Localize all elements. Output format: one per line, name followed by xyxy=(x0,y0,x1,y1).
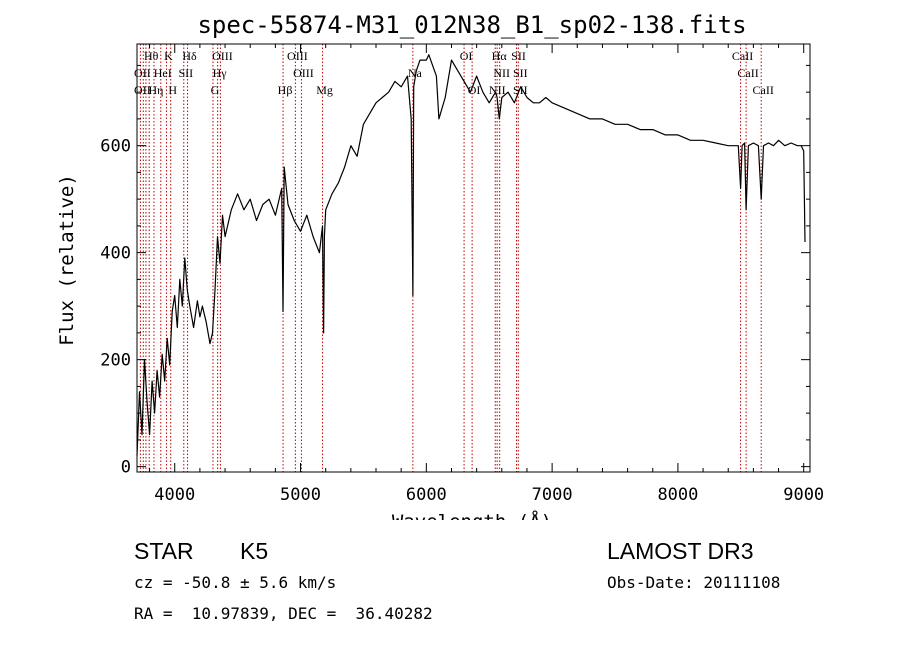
line-label: CaII xyxy=(753,83,774,97)
line-label: Hβ xyxy=(278,83,293,97)
line-label: Hδ xyxy=(182,49,197,63)
line-label: OI xyxy=(468,83,481,97)
object-subclass: K5 xyxy=(240,538,269,564)
x-tick-label: 9000 xyxy=(783,485,824,505)
x-tick-label: 7000 xyxy=(532,485,573,505)
line-label: OI xyxy=(460,49,473,63)
plot-frame xyxy=(136,43,811,473)
object-type: STAR xyxy=(134,538,194,564)
coordinates-readout: RA = 10.97839, DEC = 36.40282 xyxy=(134,604,433,623)
line-label: OIII xyxy=(212,49,233,63)
x-axis-label: Wavelength (Å) xyxy=(392,510,552,520)
line-label: Hη xyxy=(149,83,164,97)
line-label: SII xyxy=(513,66,528,80)
x-tick-label: 4000 xyxy=(154,485,195,505)
line-label: CaII xyxy=(732,49,753,63)
line-label: Na xyxy=(408,66,423,80)
line-label: OII xyxy=(134,83,151,97)
spectrum-series-line xyxy=(136,54,806,456)
x-tick-label: 5000 xyxy=(280,485,321,505)
line-label: CaII xyxy=(737,66,758,80)
y-tick-label: 400 xyxy=(100,244,131,264)
survey-name: LAMOST DR3 xyxy=(607,538,754,564)
line-label: Mg xyxy=(316,83,333,97)
line-label: K xyxy=(164,49,173,63)
y-tick-label: 600 xyxy=(100,137,131,157)
line-label: SII xyxy=(178,66,193,80)
line-label: OIII xyxy=(293,66,314,80)
emission-line-markers xyxy=(139,44,762,472)
line-label: OII xyxy=(134,66,151,80)
line-label: G xyxy=(211,83,220,97)
spectrum-chart: spec-55874-M31_012N38_B1_sp02-138.fits H… xyxy=(56,11,824,520)
line-label: NII xyxy=(489,83,506,97)
y-axis-label: Flux (relative) xyxy=(56,174,78,346)
chart-title: spec-55874-M31_012N38_B1_sp02-138.fits xyxy=(197,11,746,39)
line-label: Hα xyxy=(492,49,508,63)
line-label: Hγ xyxy=(213,66,228,80)
y-axis: 0 200 400 600 xyxy=(100,64,810,478)
line-label: HeI xyxy=(154,66,172,80)
line-label: NII xyxy=(493,66,510,80)
x-tick-label: 6000 xyxy=(406,485,447,505)
line-label: OIII xyxy=(287,49,308,63)
line-label: H xyxy=(168,83,177,97)
x-axis: 4000 5000 6000 7000 8000 9000 xyxy=(149,44,824,505)
redshift-readout: cz = -50.8 ± 5.6 km/s xyxy=(134,573,337,592)
x-tick-label: 8000 xyxy=(657,485,698,505)
obs-date-readout: Obs-Date: 20111108 xyxy=(607,573,781,592)
y-tick-label: 200 xyxy=(100,351,131,371)
line-label: Hθ xyxy=(144,49,159,63)
y-tick-label: 0 xyxy=(121,458,131,478)
line-label: SII xyxy=(511,49,526,63)
